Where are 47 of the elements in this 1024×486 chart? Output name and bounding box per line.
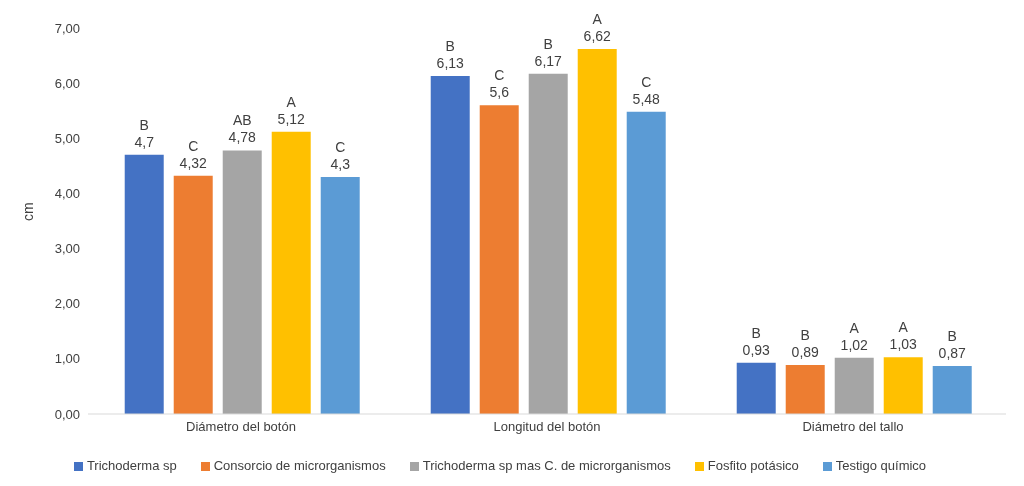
data-label: B 4,7 [134,116,155,150]
y-tick-label: 4,00 [54,186,80,202]
data-label: C 4,32 [179,137,208,171]
data-label: C 5,6 [489,67,510,101]
bar [736,362,776,414]
legend-label: Trichoderma sp [86,458,177,473]
x-tick-label: Longitud del botón [493,419,601,435]
legend-label: Testigo químico [835,458,927,473]
y-tick-label: 1,00 [54,351,80,367]
data-label: AB 4,78 [228,112,257,146]
data-label: B 0,89 [791,326,820,360]
legend-label: Fosfito potásico [707,458,799,473]
data-label: B 6,13 [436,37,465,71]
y-tick-label: 7,00 [54,20,80,36]
bar [271,131,311,414]
x-tick-label: Diámetro del botón [186,419,296,435]
bar [626,111,666,414]
data-label: B 0,87 [938,328,967,362]
bar [577,48,617,414]
bar [883,357,923,414]
data-label: C 4,3 [330,138,351,172]
y-tick-label: 2,00 [54,296,80,312]
bar [528,73,568,414]
data-label: A 5,12 [277,93,306,127]
data-label: B 6,17 [534,35,563,69]
data-label: A 1,02 [840,319,869,353]
bar [785,364,825,414]
y-tick-label: 0,00 [54,406,80,422]
bar [430,75,470,414]
bar [320,176,360,414]
x-tick-label: Diámetro del tallo [802,419,904,435]
bar [932,366,972,414]
bar [834,357,874,414]
data-label: A 1,03 [889,319,918,353]
y-tick-label: 6,00 [54,75,80,91]
data-label: C 5,48 [632,73,661,107]
legend-label: Trichoderma sp mas C. de microrganismos [422,458,671,473]
y-tick-label: 5,00 [54,130,80,146]
data-label: B 0,93 [742,324,771,358]
y-axis-title: cm [19,202,36,221]
bar [173,175,213,414]
bar [479,105,519,414]
y-tick-label: 3,00 [54,241,80,257]
data-label: A 6,62 [583,10,612,44]
legend-label: Consorcio de microrganismos [213,458,386,473]
bar [124,154,164,414]
bar [222,150,262,414]
